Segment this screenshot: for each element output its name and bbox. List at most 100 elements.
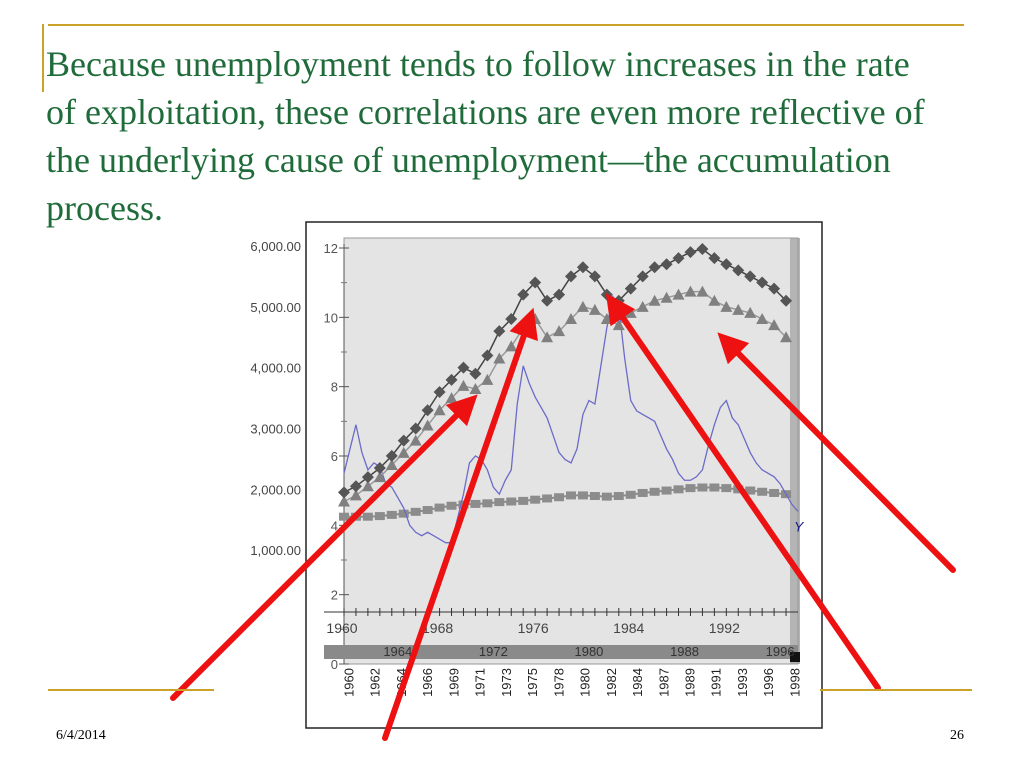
triangle-series-point xyxy=(385,459,398,470)
triangle-series-point xyxy=(361,480,374,492)
triangle-series-point xyxy=(457,379,470,391)
diamond-series-point xyxy=(708,252,721,265)
square-series-point xyxy=(482,499,493,508)
square-series-point xyxy=(530,495,541,504)
square-series-point xyxy=(649,487,660,496)
diamond-series-point xyxy=(517,288,530,301)
x-middle-tick-label: 1988 xyxy=(670,644,699,659)
x-upper-tick-label: 1976 xyxy=(518,620,549,636)
page-number: 26 xyxy=(950,728,964,743)
triangle-series-point xyxy=(684,285,697,297)
square-series-point xyxy=(542,494,553,503)
square-series-point xyxy=(566,491,576,500)
square-series-point xyxy=(422,506,433,515)
right-axis-tick-label: 6 xyxy=(331,449,338,464)
diamond-series-point xyxy=(553,288,566,301)
diamond-series-point xyxy=(648,261,661,274)
square-series-point xyxy=(709,483,720,492)
square-series-point xyxy=(506,497,517,506)
plot-scrollbar xyxy=(790,238,800,664)
left-axis-tick-label: 1,000.00 xyxy=(250,543,301,558)
left-axis-tick-label: 3,000.00 xyxy=(250,422,301,437)
diamond-series-point xyxy=(338,486,350,499)
diamond-series-point xyxy=(696,243,709,256)
triangle-series-point xyxy=(409,434,422,446)
annotation-arrow xyxy=(717,332,956,573)
square-series-point xyxy=(398,509,409,518)
square-series-point xyxy=(589,492,600,501)
x-rotated-year-label: 1960 xyxy=(341,668,356,697)
triangle-series-point xyxy=(696,285,709,297)
series-label-y: Y xyxy=(794,518,805,534)
square-series-point xyxy=(577,491,588,500)
square-series-point xyxy=(661,486,672,495)
x-rotated-year-label: 1962 xyxy=(368,668,383,697)
diamond-series-point xyxy=(469,367,482,380)
triangle-series-point xyxy=(756,313,769,324)
bottom-rule-left xyxy=(48,689,214,691)
square-series-point xyxy=(625,490,636,499)
x-rotated-year-label: 1966 xyxy=(420,668,435,697)
x-rotated-year-label: 1978 xyxy=(551,668,566,697)
triangle-series-point xyxy=(481,373,494,385)
square-series-point xyxy=(434,503,445,512)
diamond-series-point xyxy=(433,386,446,398)
footer-date: 6/4/2014 xyxy=(56,728,106,743)
triangle-series-point xyxy=(493,352,506,364)
square-series-point xyxy=(410,507,421,516)
right-axis-tick-label: 0 xyxy=(331,657,338,672)
square-series-point xyxy=(697,483,708,492)
triangle-series-point xyxy=(576,300,589,312)
triangle-series-point xyxy=(565,313,577,324)
x-rotated-year-label: 1998 xyxy=(787,668,802,697)
right-axis-tick-label: 10 xyxy=(324,310,338,325)
x-rotated-year-label: 1975 xyxy=(525,668,540,697)
diamond-series-point xyxy=(385,449,398,462)
diamond-series-point xyxy=(565,270,577,283)
triangle-series-point xyxy=(636,300,649,312)
square-series-point xyxy=(339,512,349,521)
square-series-point xyxy=(721,484,732,493)
triangle-series-point xyxy=(660,291,673,303)
x-middle-tick-label: 1980 xyxy=(574,644,603,659)
left-accent-bar xyxy=(42,24,44,92)
triangle-series-point xyxy=(421,419,434,431)
triangle-series-point xyxy=(780,331,793,343)
triangle-series-point xyxy=(469,382,482,394)
x-upper-tick-label: 1960 xyxy=(326,620,357,636)
diamond-series-point xyxy=(409,422,422,435)
square-series-point xyxy=(745,486,756,495)
triangle-series-point xyxy=(338,495,350,507)
x-middle-tick-label: 1972 xyxy=(479,644,508,659)
triangle-series-point xyxy=(397,446,410,458)
x-rotated-year-label: 1982 xyxy=(604,668,619,697)
triangle-series-point xyxy=(349,489,362,501)
diamond-series-point xyxy=(421,404,434,417)
square-series-point xyxy=(518,496,529,505)
diamond-series-point xyxy=(624,282,637,295)
square-series-point xyxy=(613,492,624,501)
plot-background xyxy=(344,238,798,664)
x-middle-band xyxy=(324,645,798,659)
annotation-arrow xyxy=(170,394,478,701)
triangle-series-point xyxy=(708,294,721,306)
diamond-series-point xyxy=(373,462,386,475)
annotation-arrow xyxy=(382,307,538,741)
diamond-series-point xyxy=(361,471,374,484)
slide-body-text: Because unemployment tends to follow inc… xyxy=(46,40,996,232)
x-rotated-year-label: 1989 xyxy=(682,668,697,697)
triangle-series-point xyxy=(648,294,661,306)
diamond-series-point xyxy=(780,294,793,307)
square-series-point xyxy=(374,512,385,521)
diamond-series-point xyxy=(529,276,542,289)
diamond-series-point xyxy=(397,434,410,447)
x-middle-tick-label: 1964 xyxy=(383,644,412,659)
square-series-point xyxy=(470,499,481,508)
x-rotated-year-label: 1987 xyxy=(656,668,671,697)
x-rotated-year-label: 1984 xyxy=(630,668,645,697)
x-rotated-year-label: 1993 xyxy=(735,668,750,697)
square-series-point xyxy=(554,493,565,502)
triangle-series-point xyxy=(541,331,554,343)
triangle-series-point xyxy=(505,340,518,352)
